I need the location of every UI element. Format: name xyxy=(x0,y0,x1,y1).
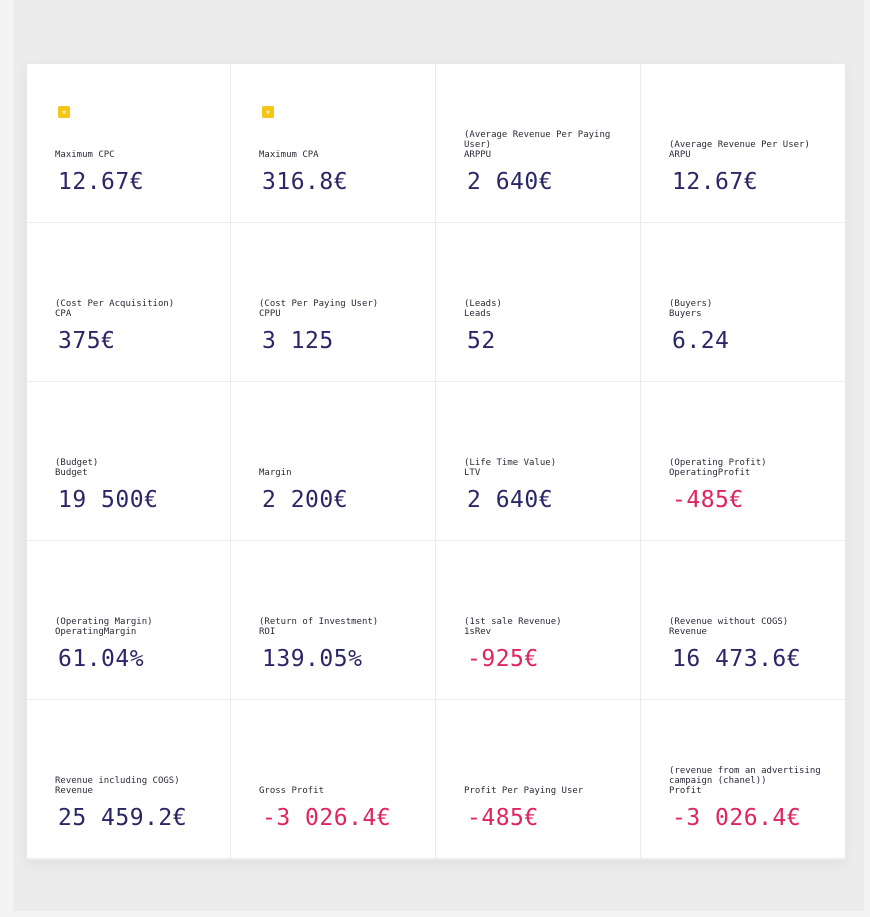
metric-card: (Return of Investment) ROI 139.05% xyxy=(231,541,435,700)
metric-card: (Budget) Budget 19 500€ xyxy=(27,382,230,541)
metric-card: (Leads) Leads 52 xyxy=(436,223,640,382)
metric-value: 12.67€ xyxy=(672,169,759,195)
metric-description: (Revenue without COGS) xyxy=(669,617,789,627)
metric-card: (1st sale Revenue) 1sRev -925€ xyxy=(436,541,640,700)
metric-key: Gross Profit xyxy=(259,786,325,796)
metric-description: (Budget) xyxy=(55,458,99,468)
metric-label: (revenue from an advertising campaign (c… xyxy=(669,766,825,796)
metric-value: 16 473.6€ xyxy=(672,646,802,672)
metric-key: Budget xyxy=(55,468,88,478)
metric-label: (Return of Investment) ROI xyxy=(259,617,415,637)
metric-key: ARPPU xyxy=(464,150,492,160)
metric-card: Profit Per Paying User -485€ xyxy=(436,700,640,859)
metric-key: Revenue xyxy=(55,786,93,796)
metric-label: (Operating Profit) OperatingProfit xyxy=(669,458,825,478)
metric-card: ★ Maximum CPC 12.67€ xyxy=(27,64,230,223)
metric-label: (Budget) Budget xyxy=(55,458,210,478)
metric-card: (Operating Profit) OperatingProfit -485€ xyxy=(641,382,845,541)
metric-card: Gross Profit -3 026.4€ xyxy=(231,700,435,859)
metric-key: Profit Per Paying User xyxy=(464,786,584,796)
star-icon[interactable]: ★ xyxy=(262,106,274,118)
metric-description: (Cost Per Acquisition) xyxy=(55,299,175,309)
metric-key: CPA xyxy=(55,309,72,319)
metric-label: (Revenue without COGS) Revenue xyxy=(669,617,825,637)
metric-value: 2 640€ xyxy=(467,169,554,195)
metric-label: (1st sale Revenue) 1sRev xyxy=(464,617,620,637)
metric-key: Profit xyxy=(669,786,702,796)
metric-value: 316.8€ xyxy=(262,169,349,195)
metric-value: 25 459.2€ xyxy=(58,805,188,831)
metric-card: ★ Maximum CPA 316.8€ xyxy=(231,64,435,223)
metric-value: 2 640€ xyxy=(467,487,554,513)
metric-label: (Cost Per Acquisition) CPA xyxy=(55,299,210,319)
metric-description: (Operating Profit) xyxy=(669,458,767,468)
metric-key: OperatingMargin xyxy=(55,627,137,637)
metric-card: (Average Revenue Per User) ARPU 12.67€ xyxy=(641,64,845,223)
metric-value: -3 026.4€ xyxy=(672,805,802,831)
metric-value: 375€ xyxy=(58,328,116,354)
metric-description: (Average Revenue Per User) xyxy=(669,140,810,150)
metric-description: (Life Time Value) xyxy=(464,458,557,468)
metric-label: Revenue including COGS) Revenue xyxy=(55,776,210,796)
metric-card: (Average Revenue Per Paying User) ARPPU 2 … xyxy=(436,64,640,223)
metric-description: (Buyers) xyxy=(669,299,713,309)
metric-key: 1sRev xyxy=(464,627,492,637)
metric-label: (Buyers) Buyers xyxy=(669,299,825,319)
metric-card: (Cost Per Paying User) CPPU 3 125 xyxy=(231,223,435,382)
metric-description: (1st sale Revenue) xyxy=(464,617,562,627)
metrics-grid: ★ Maximum CPC 12.67€ ★ Maximum CPA 316.8€ (Ave… xyxy=(27,64,845,860)
metric-key: Maximum CPA xyxy=(259,150,319,160)
metric-description: Revenue including COGS) xyxy=(55,776,180,786)
metric-label: (Average Revenue Per Paying User) ARPPU xyxy=(464,130,620,160)
metric-card: (revenue from an advertising campaign (c… xyxy=(641,700,845,859)
metric-card: Revenue including COGS) Revenue 25 459.2€ xyxy=(27,700,230,859)
metric-label: (Operating Margin) OperatingMargin xyxy=(55,617,210,637)
metric-key: Maximum CPC xyxy=(55,150,115,160)
metric-description: (Return of Investment) xyxy=(259,617,379,627)
metric-card: (Buyers) Buyers 6.24 xyxy=(641,223,845,382)
metric-value: 52 xyxy=(467,328,496,354)
metric-description: (Operating Margin) xyxy=(55,617,153,627)
metric-card: (Life Time Value) LTV 2 640€ xyxy=(436,382,640,541)
metric-label: Gross Profit xyxy=(259,786,415,796)
metric-description: (Average Revenue Per Paying User) xyxy=(464,130,611,150)
metric-key: Leads xyxy=(464,309,492,319)
metric-key: CPPU xyxy=(259,309,281,319)
metric-value: -485€ xyxy=(672,487,744,513)
metric-description: (Leads) xyxy=(464,299,502,309)
metric-label: (Average Revenue Per User) ARPU xyxy=(669,140,825,160)
metric-value: 6.24 xyxy=(672,328,730,354)
metric-key: LTV xyxy=(464,468,481,478)
metric-label: (Leads) Leads xyxy=(464,299,620,319)
metric-value: -485€ xyxy=(467,805,539,831)
metric-card: (Cost Per Acquisition) CPA 375€ xyxy=(27,223,230,382)
star-icon[interactable]: ★ xyxy=(58,106,70,118)
metric-value: 139.05% xyxy=(262,646,363,672)
metric-card: (Revenue without COGS) Revenue 16 473.6€ xyxy=(641,541,845,700)
metric-value: 19 500€ xyxy=(58,487,159,513)
metric-key: ARPU xyxy=(669,150,691,160)
metric-label: Profit Per Paying User xyxy=(464,786,620,796)
metric-value: -3 026.4€ xyxy=(262,805,392,831)
metric-value: -925€ xyxy=(467,646,539,672)
metric-key: Buyers xyxy=(669,309,702,319)
metric-value: 3 125 xyxy=(262,328,334,354)
metric-label: (Life Time Value) LTV xyxy=(464,458,620,478)
metric-description: (Cost Per Paying User) xyxy=(259,299,379,309)
metric-label: (Cost Per Paying User) CPPU xyxy=(259,299,415,319)
metric-value: 61.04% xyxy=(58,646,145,672)
metric-label: Margin xyxy=(259,468,415,478)
metric-key: Margin xyxy=(259,468,292,478)
metric-value: 2 200€ xyxy=(262,487,349,513)
metric-card: (Operating Margin) OperatingMargin 61.04% xyxy=(27,541,230,700)
metric-label: Maximum CPC xyxy=(55,150,210,160)
metric-card: Margin 2 200€ xyxy=(231,382,435,541)
metric-description: (revenue from an advertising campaign (c… xyxy=(669,766,821,786)
metric-key: Revenue xyxy=(669,627,707,637)
metric-label: Maximum CPA xyxy=(259,150,415,160)
metric-value: 12.67€ xyxy=(58,169,145,195)
metric-key: ROI xyxy=(259,627,276,637)
metric-key: OperatingProfit xyxy=(669,468,751,478)
